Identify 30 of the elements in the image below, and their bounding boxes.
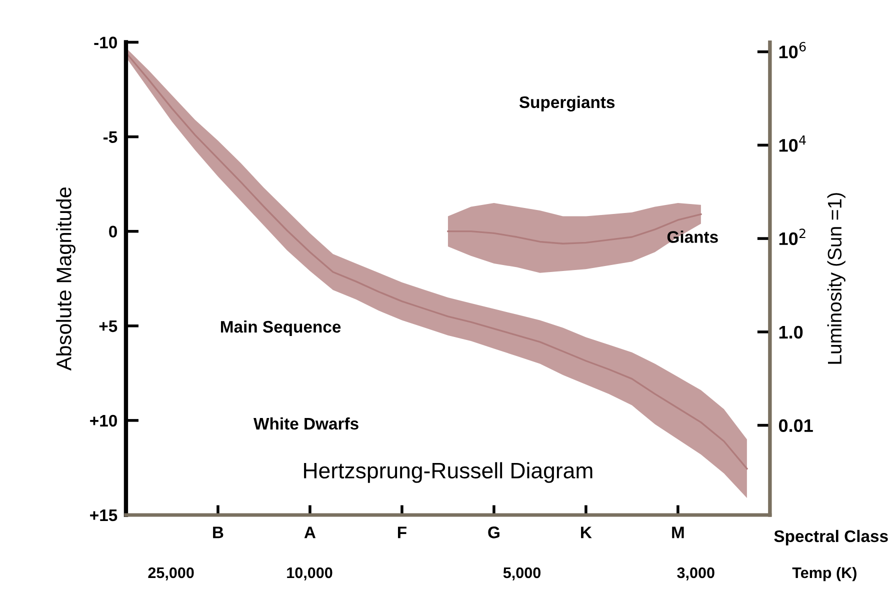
annotation: Supergiants (519, 96, 615, 112)
text: 25,000 (148, 567, 194, 580)
text: 10,000 (287, 567, 332, 580)
y-tick-label: +5 (99, 320, 118, 332)
annotation: Giants (667, 230, 718, 243)
y-tick-label: -5 (103, 131, 118, 143)
y-tick-label: 0 (109, 226, 117, 238)
x-tick-label: A (304, 526, 316, 538)
x-tick-label: K (581, 526, 592, 538)
y2-tick-label: 10$^{6}$ (779, 42, 806, 58)
y2-axis-title: Luminosity (Sun =1) (827, 193, 846, 364)
text: Hertzsprung-Russell Diagram (304, 462, 592, 483)
x-tick-label: F (398, 526, 406, 538)
x-axis-title: Spectral Class (774, 530, 888, 546)
text: 5,000 (503, 567, 540, 580)
text: Temp (K) (792, 566, 856, 582)
annotation: Main Sequence (220, 320, 341, 336)
y2-tick-label: 0.01 (778, 419, 813, 432)
annotation: White Dwarfs (254, 417, 358, 430)
text: 3,000 (677, 567, 714, 580)
x-tick-label: B (213, 526, 224, 538)
y-tick-label: -10 (94, 36, 117, 48)
y2-tick-label: 1.0 (779, 326, 803, 339)
y2-tick-label: 10$^{2}$ (779, 228, 806, 246)
x-tick-label: G (488, 526, 500, 538)
y2-tick-label: 10$^{4}$ (779, 135, 806, 152)
y-tick-label: +10 (90, 414, 117, 427)
y-tick-label: +15 (90, 510, 118, 522)
y-axis-title: Absolute Magnitude (56, 187, 76, 371)
x-tick-label: M (672, 526, 684, 538)
